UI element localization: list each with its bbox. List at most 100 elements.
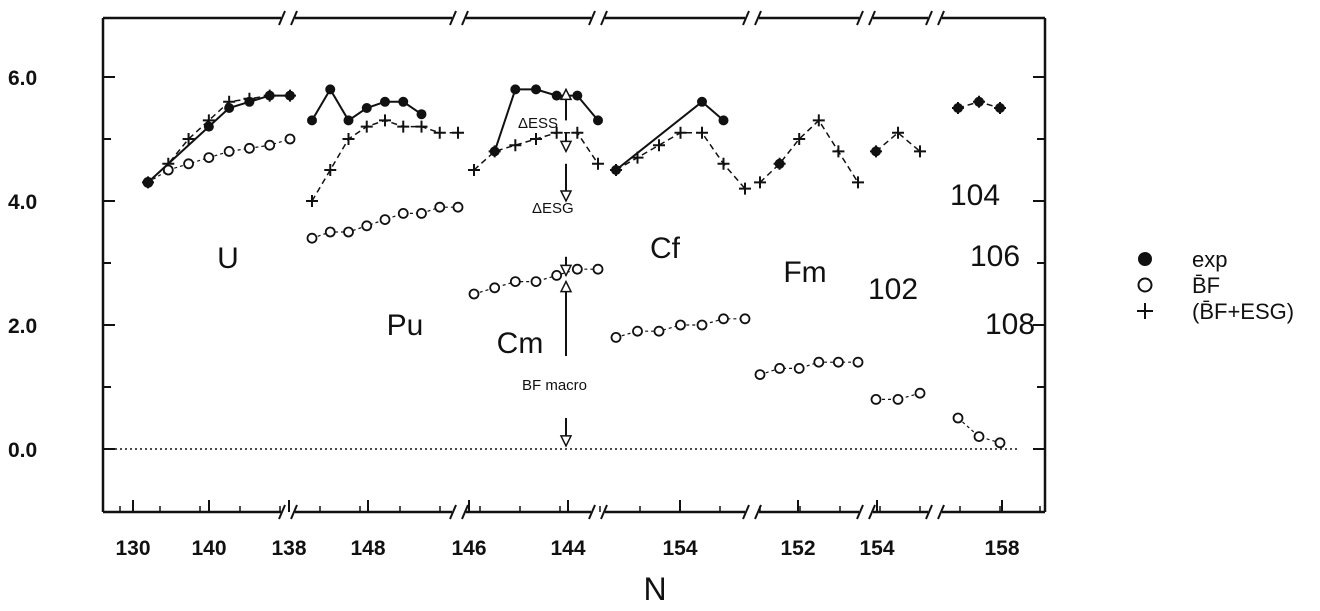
open-circle-marker: [509, 276, 521, 288]
plus-marker: [914, 145, 926, 158]
plus-marker: [452, 126, 464, 139]
filled-circle-marker: [871, 146, 881, 157]
x-axis-title: N: [643, 571, 666, 607]
plus-marker: [852, 176, 864, 189]
axis-break-mark: [925, 504, 933, 520]
filled-circle-marker: [325, 84, 336, 95]
open-circle-marker: [754, 369, 766, 381]
filled-circle-marker: [285, 90, 295, 101]
open-circle-marker: [793, 362, 805, 374]
open-circle-marker: [973, 431, 985, 443]
ess-arrow-down-head: [559, 140, 573, 154]
open-circle-marker: [718, 313, 729, 325]
esg-arrow-down-head: [559, 264, 573, 278]
element-label: Pu: [387, 309, 424, 342]
axis-break-mark: [937, 10, 945, 26]
open-circle-marker: [571, 263, 583, 275]
y-tick-label: 4.0: [8, 191, 37, 214]
legend-label: exp: [1192, 247, 1227, 272]
axis-break-mark: [588, 504, 596, 520]
esg-arrow-up-head: [559, 190, 573, 203]
open-circle-marker: [379, 214, 391, 226]
legend-label: B̄F: [1192, 273, 1220, 298]
filled-circle-marker: [510, 84, 521, 95]
annotation-label: ΔESG: [532, 200, 574, 217]
axis-break-mark: [600, 10, 608, 26]
open-circle-marker: [223, 145, 235, 157]
plot-frame: [101, 10, 1047, 520]
element-label: 104: [950, 179, 1000, 212]
plus-marker: [571, 126, 584, 139]
open-circle-marker: [183, 158, 194, 170]
filled-circle-marker: [224, 103, 235, 113]
filled-circle-marker: [572, 90, 583, 101]
open-circle-marker: [361, 220, 373, 232]
plus-marker: [342, 133, 355, 145]
filled-circle-marker: [953, 103, 963, 113]
legend-plus-icon: [1137, 303, 1153, 319]
plus-marker: [324, 164, 337, 176]
open-circle-marker: [632, 325, 643, 337]
filled-circle-marker: [489, 146, 500, 157]
x-tick-label: 154: [662, 537, 697, 560]
x-tick-label: 158: [984, 537, 1019, 560]
plus-marker: [397, 120, 410, 133]
element-label: Fm: [783, 256, 826, 289]
open-circle-marker: [343, 226, 354, 238]
axis-break-mark: [278, 10, 286, 26]
plus-marker: [832, 145, 845, 158]
plus-marker: [468, 164, 480, 176]
plus-marker: [379, 114, 391, 127]
y-tick-label: 0.0: [8, 439, 37, 462]
filled-circle-marker: [244, 96, 255, 107]
plus-marker: [812, 114, 825, 127]
filled-circle-marker: [416, 109, 427, 120]
filled-circle-marker: [718, 115, 729, 126]
open-circle-marker: [264, 139, 276, 151]
axis-break-mark: [868, 504, 876, 520]
annotation-label: BF macro: [522, 377, 587, 394]
filled-circle-marker: [531, 84, 541, 95]
open-circle-marker: [696, 319, 708, 331]
plus-marker: [306, 195, 318, 207]
filled-circle-marker: [380, 96, 390, 107]
open-circle-marker: [284, 133, 296, 145]
plus-marker: [653, 139, 665, 152]
x-tick-label: 152: [780, 537, 815, 560]
element-label: 102: [868, 273, 918, 306]
ess-arrow-up-head: [559, 87, 573, 101]
open-circle-marker: [653, 325, 665, 337]
legend-label: (B̄F+ESG): [1192, 299, 1294, 324]
open-circle-marker: [452, 201, 464, 213]
x-tick-label: 146: [451, 537, 486, 560]
axis-break-mark: [588, 10, 596, 26]
plus-marker: [182, 133, 195, 145]
axis-break-mark: [856, 504, 864, 520]
axis-break-mark: [600, 504, 608, 520]
filled-circle-marker: [593, 115, 603, 126]
element-label: 108: [985, 308, 1035, 341]
exp-line-Cf: [615, 100, 725, 171]
plus-marker: [717, 157, 730, 170]
axis-break-mark: [449, 504, 457, 520]
exp-line-Cm: [493, 88, 599, 152]
chart-labels: U Pu Cm Cf Fm 102 104 106 108 ΔESS ΔESG BF macro N: [217, 87, 1035, 607]
open-circle-marker: [203, 152, 215, 164]
open-circle-marker: [489, 282, 501, 294]
y-tick-label: 2.0: [8, 315, 37, 338]
open-circle-marker: [914, 387, 926, 399]
filled-circle-marker: [361, 103, 372, 113]
open-circle-marker: [244, 142, 255, 154]
filled-circle-marker: [398, 96, 409, 107]
open-circle-marker: [610, 331, 622, 343]
plus-marker: [696, 126, 708, 139]
plus-marker: [509, 139, 522, 152]
x-tick-label: 130: [115, 537, 150, 560]
element-label: U: [217, 242, 239, 275]
bf-line-102: [876, 392, 921, 400]
plus-marker: [530, 133, 542, 145]
bf-line-104-108: [957, 417, 1001, 444]
bf-arrow-up-head: [559, 279, 573, 293]
open-circle-marker: [434, 201, 446, 213]
